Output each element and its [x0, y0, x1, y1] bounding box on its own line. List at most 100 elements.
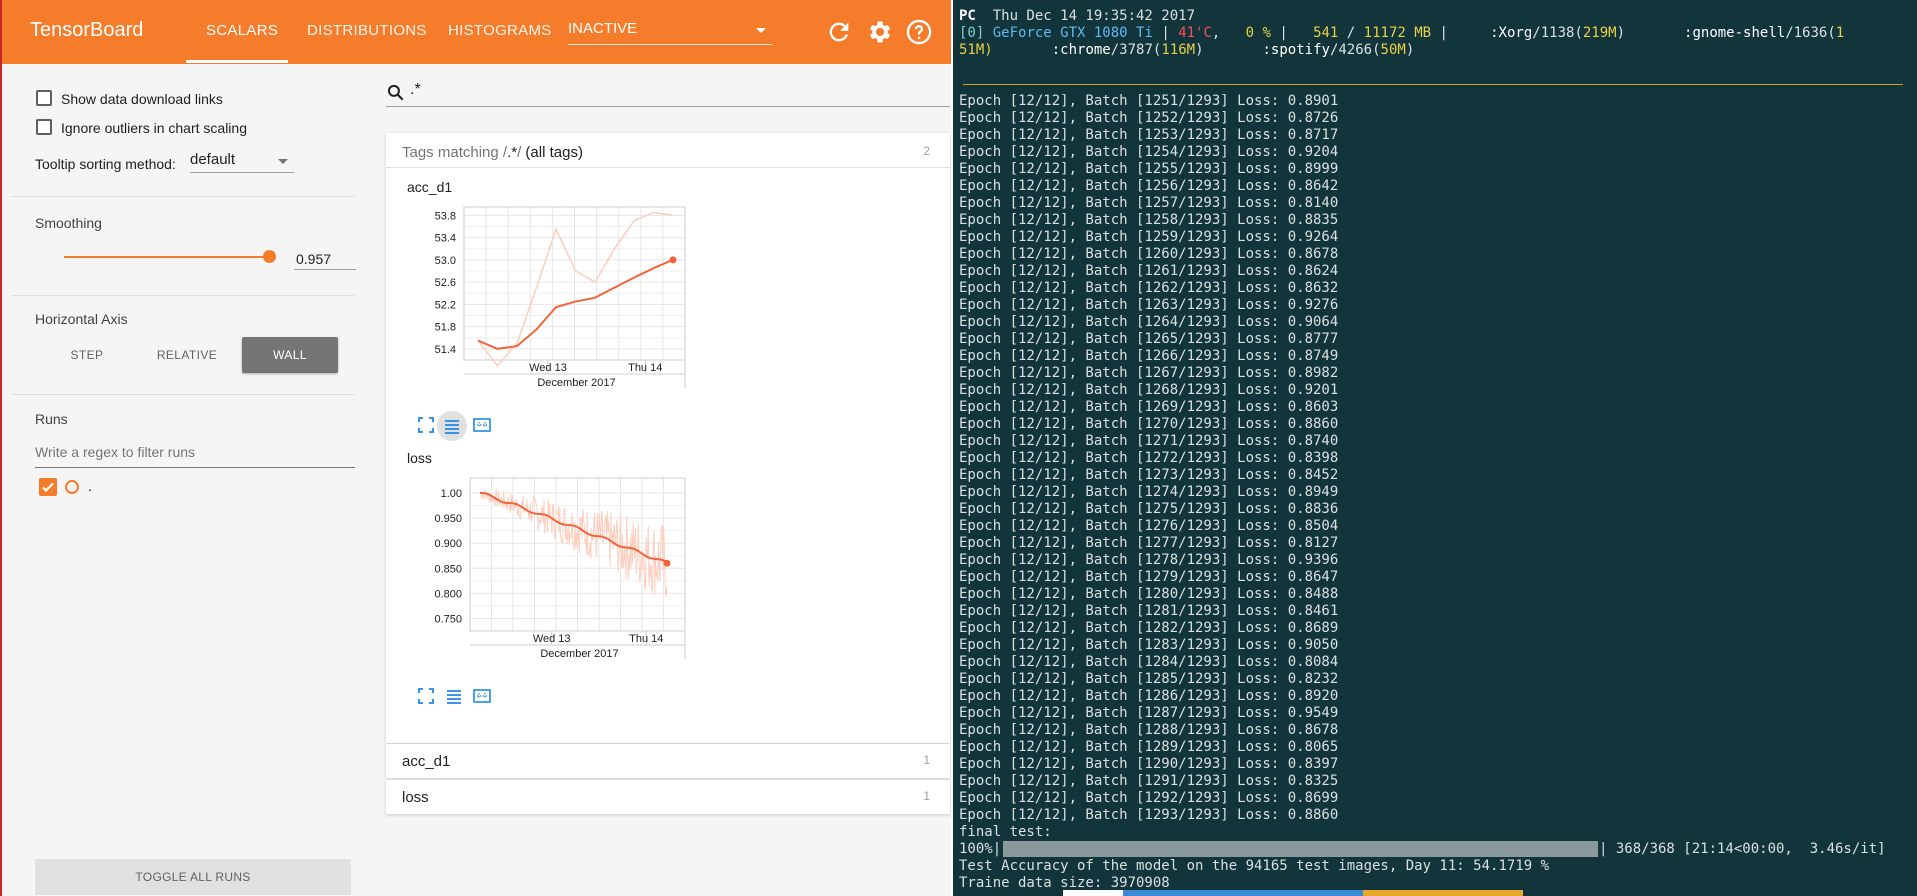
proc-pid: /3787 — [1110, 42, 1153, 58]
series-endpoint — [669, 256, 677, 264]
log-line: Epoch [12/12], Batch [1269/1293] Loss: 0… — [959, 399, 1339, 415]
tags-pattern: .* — [507, 144, 518, 161]
gpustat-proc-line: 51M) :chrome/3787(116M) :spotify/4266(50… — [959, 42, 1415, 58]
host-name: PC — [959, 8, 976, 24]
tab-histograms[interactable]: HISTOGRAMS — [448, 22, 552, 39]
run-color-swatch[interactable] — [65, 480, 79, 494]
tab-distributions[interactable]: DISTRIBUTIONS — [307, 22, 427, 39]
collapsed-category-loss[interactable]: loss 1 — [386, 780, 950, 814]
fit-domain-icon[interactable] — [472, 415, 492, 435]
ignore-outliers-label: Ignore outliers in chart scaling — [61, 120, 247, 136]
proc-pid: /1138 — [1532, 25, 1575, 41]
tab-scalars[interactable]: SCALARS — [206, 22, 279, 39]
collapsed-category-acc[interactable]: acc_d1 1 — [386, 744, 950, 778]
series-line-smoothed — [480, 492, 668, 564]
y-tick-label: 0.750 — [434, 613, 462, 625]
fullscreen-icon[interactable] — [416, 686, 436, 706]
app-logo[interactable]: TensorBoard — [30, 19, 144, 41]
final-test-line: final test: — [959, 824, 1052, 840]
run-checkbox[interactable] — [39, 478, 57, 496]
x-tick-label: Thu 14 — [629, 633, 663, 645]
category-count: 1 — [923, 753, 930, 767]
runs-filter-input[interactable]: Write a regex to filter runs — [35, 444, 355, 468]
divider — [386, 167, 950, 168]
smoothing-slider-handle[interactable] — [263, 250, 276, 263]
inactive-plugins-dropdown[interactable]: INACTIVE — [568, 20, 772, 45]
chart-title-loss: loss — [407, 450, 432, 466]
help-icon[interactable] — [905, 18, 933, 46]
train-size-line: Traine data size: 3970908 — [959, 875, 1170, 891]
terminal-window[interactable]: PC Thu Dec 14 19:35:42 2017 [0] GeForce … — [953, 0, 1917, 896]
log-line: Epoch [12/12], Batch [1287/1293] Loss: 0… — [959, 705, 1339, 721]
category-count: 1 — [923, 789, 930, 803]
proc-pid: /4266 — [1329, 42, 1373, 58]
smoothing-slider-track[interactable] — [64, 256, 270, 258]
gpu-util: 0 % — [1245, 25, 1271, 41]
proc-name: :chrome — [1051, 42, 1111, 58]
loss-chart[interactable]: 1.00 0.950 0.900 0.850 0.800 0.750 Wed 13 Thu 1… — [400, 474, 700, 684]
log-line: Epoch [12/12], Batch [1263/1293] Loss: 0… — [959, 297, 1339, 313]
proc-name: :spotify — [1262, 42, 1330, 58]
settings-icon[interactable] — [865, 18, 893, 46]
log-line: Epoch [12/12], Batch [1265/1293] Loss: 0… — [959, 331, 1339, 347]
show-download-links-checkbox[interactable] — [36, 90, 52, 106]
tmux-status-bar — [953, 889, 1917, 896]
series-line-raw — [479, 489, 668, 597]
log-line: Epoch [12/12], Batch [1285/1293] Loss: 0… — [959, 671, 1339, 687]
log-line: Epoch [12/12], Batch [1256/1293] Loss: 0… — [959, 178, 1339, 194]
proc-mem: 116M — [1161, 42, 1196, 58]
axis-wall-button[interactable]: WALL — [242, 337, 338, 373]
plot-frame — [469, 477, 686, 632]
gpu-temp: 41'C — [1178, 25, 1212, 41]
y-tick-label: 51.4 — [435, 344, 456, 356]
x-tick-label: Thu 14 — [628, 362, 662, 374]
log-line: Epoch [12/12], Batch [1255/1293] Loss: 0… — [959, 161, 1339, 177]
proc-name: :gnome-shell — [1684, 25, 1786, 41]
y-tick-label: 53.8 — [435, 210, 456, 222]
log-line: Epoch [12/12], Batch [1264/1293] Loss: 0… — [959, 314, 1339, 330]
gpu-index: [0] — [959, 25, 985, 41]
inactive-dropdown-value: INACTIVE — [568, 20, 638, 37]
runs-title: Runs — [35, 411, 68, 427]
y-tick-label: 52.2 — [435, 299, 456, 311]
log-line: Epoch [12/12], Batch [1272/1293] Loss: 0… — [959, 450, 1339, 466]
log-line: Epoch [12/12], Batch [1257/1293] Loss: 0… — [959, 195, 1339, 211]
acc-chart[interactable]: 53.8 53.4 53.0 52.6 52.2 51.8 51.4 Wed 13 Thu 14… — [400, 203, 700, 413]
plot-frame — [463, 206, 686, 361]
log-line: Epoch [12/12], Batch [1275/1293] Loss: 0… — [959, 501, 1339, 517]
toggle-all-runs-button[interactable]: TOGGLE ALL RUNS — [35, 859, 351, 895]
log-line: Epoch [12/12], Batch [1252/1293] Loss: 0… — [959, 110, 1339, 126]
x-tick-label: Wed 13 — [533, 633, 571, 645]
fullscreen-icon[interactable] — [416, 415, 436, 435]
smoothing-value-input[interactable]: 0.957 — [294, 248, 356, 270]
tooltip-sorting-dropdown[interactable]: default — [190, 151, 294, 173]
show-download-links-label: Show data download links — [61, 91, 223, 107]
log-line: Epoch [12/12], Batch [1258/1293] Loss: 0… — [959, 212, 1339, 228]
log-line: Epoch [12/12], Batch [1271/1293] Loss: 0… — [959, 433, 1339, 449]
log-line: Epoch [12/12], Batch [1279/1293] Loss: 0… — [959, 569, 1339, 585]
list-icon — [445, 420, 459, 434]
axis-step-button[interactable]: STEP — [70, 348, 104, 362]
check-icon — [42, 482, 54, 493]
log-line: Epoch [12/12], Batch [1276/1293] Loss: 0… — [959, 518, 1339, 534]
tags-count: 2 — [923, 144, 930, 158]
log-line: Epoch [12/12], Batch [1266/1293] Loss: 0… — [959, 348, 1339, 364]
chevron-down-icon — [756, 28, 766, 33]
y-tick-label: 0.800 — [434, 588, 462, 600]
y-tick-label: 52.6 — [435, 277, 456, 289]
list-icon[interactable] — [444, 686, 464, 706]
progress-bar — [1003, 841, 1598, 857]
proc-mem: 1 — [1835, 25, 1845, 41]
log-line: Epoch [12/12], Batch [1291/1293] Loss: 0… — [959, 773, 1339, 789]
log-line: Epoch [12/12], Batch [1268/1293] Loss: 0… — [959, 382, 1339, 398]
toggle-y-log-button[interactable] — [437, 411, 467, 441]
refresh-icon[interactable] — [825, 18, 853, 46]
fit-domain-icon[interactable] — [472, 686, 492, 706]
tooltip-sorting-value: default — [190, 151, 236, 168]
ignore-outliers-checkbox[interactable] — [36, 119, 52, 135]
search-icon — [387, 84, 404, 101]
tag-filter-input[interactable]: .* — [386, 81, 950, 107]
progress-status: | 368/368 [21:14<00:00, 3.46s/it] — [1599, 841, 1886, 857]
axis-relative-button[interactable]: RELATIVE — [156, 348, 218, 362]
series-line-raw — [477, 211, 674, 367]
